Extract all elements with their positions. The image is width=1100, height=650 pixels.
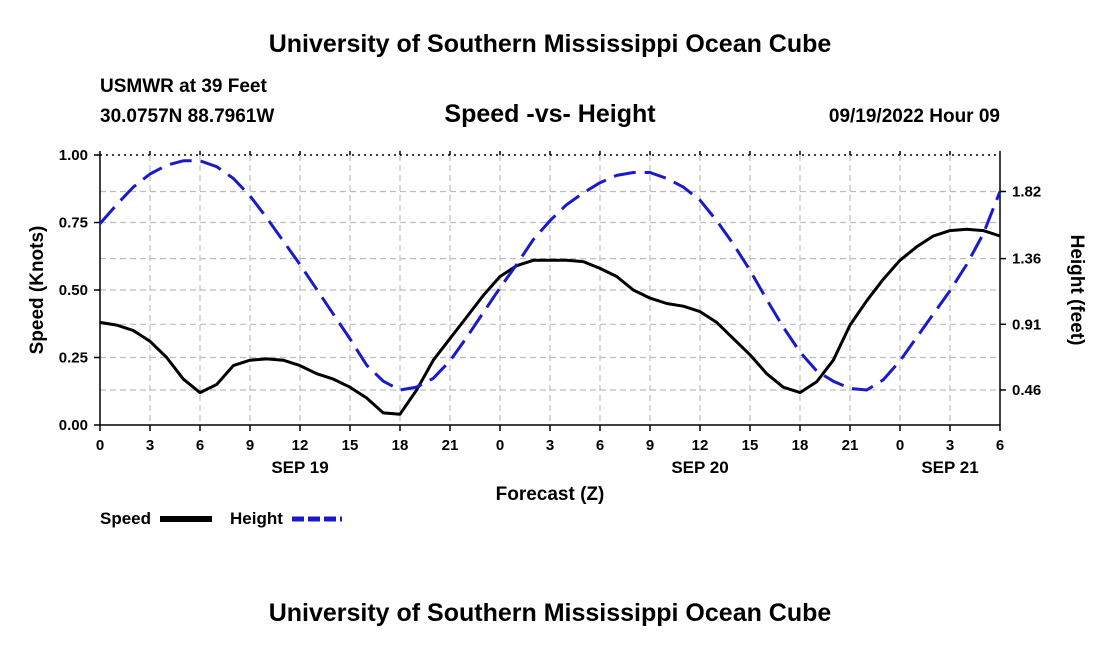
forecast-datetime: 09/19/2022 Hour 09 — [828, 106, 1000, 127]
x-tick-label: 18 — [792, 437, 809, 454]
footer-title: University of Southern Mississippi Ocean… — [268, 599, 832, 627]
x-tick-label: 3 — [946, 437, 954, 454]
x-tick-label: 12 — [292, 437, 309, 454]
y2-tick-label: 0.91 — [1012, 316, 1041, 333]
x-tick-label: 3 — [546, 437, 554, 454]
x-tick-label: 9 — [246, 437, 254, 454]
x-tick-label: 6 — [996, 437, 1004, 454]
x-tick-label: 6 — [196, 437, 204, 454]
x-axis-title: Forecast (Z) — [496, 484, 605, 505]
y2-tick-label: 1.82 — [1012, 183, 1041, 200]
y-tick-label: 0.50 — [59, 282, 88, 299]
x-tick-label: 9 — [646, 437, 654, 454]
height-series-line — [98, 159, 1002, 392]
x-tick-label: 0 — [896, 437, 904, 454]
x-tick-label: 15 — [342, 437, 359, 454]
x-tick-label: 0 — [496, 437, 504, 454]
x-tick-label: 21 — [442, 437, 459, 454]
y-axis-title: Speed (Knots) — [27, 226, 48, 355]
x-tick-label: 6 — [596, 437, 604, 454]
chart-title: Speed -vs- Height — [444, 100, 656, 128]
y-tick-label: 1.00 — [59, 147, 88, 164]
speed-series-line — [99, 227, 1001, 416]
y2-tick-label: 1.36 — [1012, 251, 1041, 268]
date-label: SEP 19 — [271, 458, 328, 477]
legend-height-label: Height — [230, 509, 283, 528]
y-tick-label: 0.25 — [59, 350, 88, 367]
date-label: SEP 20 — [671, 458, 728, 477]
date-label: SEP 21 — [921, 458, 978, 477]
x-tick-label: 21 — [842, 437, 859, 454]
x-tick-label: 15 — [742, 437, 759, 454]
x-tick-label: 18 — [392, 437, 409, 454]
station-name: USMWR at 39 Feet — [100, 76, 267, 97]
page-title: University of Southern Mississippi Ocean… — [268, 30, 832, 58]
y2-tick-label: 0.46 — [1012, 382, 1041, 399]
x-tick-label: 0 — [96, 437, 104, 454]
station-coordinates: 30.0757N 88.7961W — [100, 106, 275, 127]
legend-speed-label: Speed — [100, 509, 152, 528]
x-tick-label: 3 — [146, 437, 154, 454]
y2-axis-title: Height (feet) — [1066, 235, 1087, 346]
y-tick-label: 0.00 — [59, 417, 88, 434]
x-tick-label: 12 — [692, 437, 709, 454]
y-tick-label: 0.75 — [59, 215, 88, 232]
